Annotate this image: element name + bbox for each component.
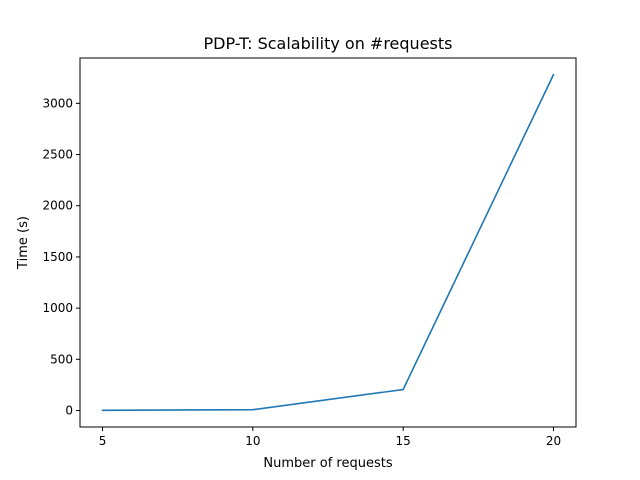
y-tick-label: 3000 [42,96,73,110]
series-line-0 [101,73,555,412]
x-axis: 5 10 15 20 [99,427,561,448]
y-tick-label: 1500 [42,250,73,264]
y-tick-label: 2000 [42,199,73,213]
y-axis-label: Time (s) [16,216,31,270]
y-tick-label: 0 [65,404,73,418]
series-layer [101,73,555,412]
chart-title: PDP-T: Scalability on #requests [204,34,453,53]
x-tick-label: 5 [99,434,107,448]
x-tick-label: 15 [396,434,411,448]
y-tick-label: 1000 [42,301,73,315]
x-axis-label: Number of requests [263,456,392,471]
axes-frame [79,57,577,428]
x-tick-label: 10 [245,434,260,448]
plot-area [79,57,577,428]
y-tick-label: 2500 [42,148,73,162]
y-tick-label: 500 [50,352,73,366]
x-tick-label: 20 [546,434,561,448]
y-axis: 0 500 1000 1500 2000 2500 3000 [42,96,80,418]
